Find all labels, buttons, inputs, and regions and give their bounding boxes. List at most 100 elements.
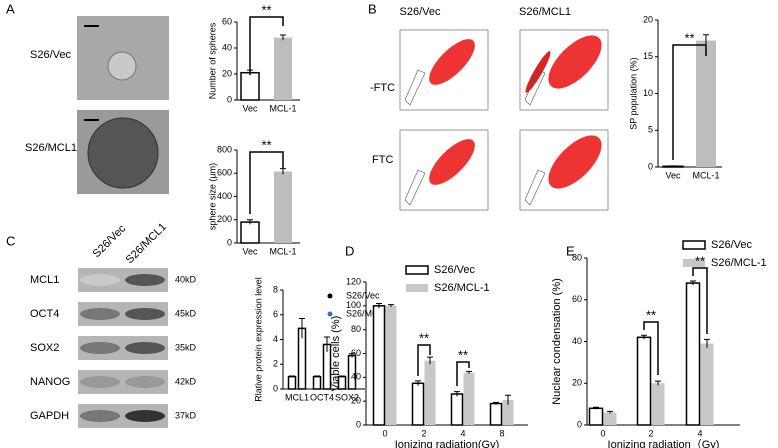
legend-swatch: [683, 259, 705, 267]
y-tick-label: 20: [572, 378, 582, 388]
x-axis-title: Ionizing radiation（Gy): [608, 438, 720, 448]
error-bar: [415, 380, 421, 386]
band: [125, 274, 165, 286]
x-tick-label: 0: [600, 428, 605, 438]
micrograph: [77, 16, 169, 100]
y-tick-label: 400: [217, 191, 232, 201]
error-bar: [349, 353, 355, 358]
y-tick-label: 60: [572, 294, 582, 304]
significance: **: [684, 30, 694, 45]
significance: **: [419, 330, 429, 345]
legend-label: S26/Vec: [434, 264, 475, 276]
y-tick-label: 120: [346, 276, 361, 286]
protein-label: NANOG: [30, 376, 70, 388]
error-bar: [690, 280, 696, 286]
band: [80, 342, 120, 354]
column-label: S26/MCL1: [124, 221, 169, 266]
x-tick-label: 4: [460, 428, 465, 438]
panel-label: B: [368, 1, 377, 16]
legend-label: S26/Vec: [346, 290, 380, 300]
column-label: S26/MCL1: [519, 6, 571, 18]
y-tick-label: 40: [351, 372, 361, 382]
bar: [385, 305, 397, 425]
bar: [411, 382, 425, 426]
y-tick-label: 40: [572, 336, 582, 346]
chart: 0 20 40 60 80 Nuclear condensation (%) Ionizin…: [551, 239, 767, 448]
legend-swatch: [327, 311, 333, 317]
x-axis-title: Ionizing radiation(Gy): [395, 439, 500, 448]
error-bar: [339, 375, 345, 378]
legend-swatch: [682, 240, 706, 250]
row-label: FTC: [372, 154, 393, 166]
y-tick-label: 6: [273, 309, 278, 319]
x-tick-label: 8: [499, 428, 504, 438]
chart: 0 20 40 60 Number of spheres Vec MCL-1 **: [207, 2, 300, 113]
y-tick-label: 600: [217, 168, 232, 178]
y-axis-title: Rlative protein expression level: [253, 277, 263, 402]
bar: [489, 402, 503, 426]
legend-swatch: [405, 265, 429, 275]
bar: [274, 171, 292, 243]
error-bar: [655, 380, 661, 386]
y-tick-label: 2: [273, 359, 278, 369]
y-tick-label: 0: [227, 237, 232, 247]
x-tick-label: MCL1: [285, 392, 309, 402]
y-axis-title: Nuclear condensation (%): [551, 278, 563, 405]
legend-label: S26/MCL1: [346, 308, 389, 318]
x-tick-label: Vec: [242, 103, 258, 113]
bar: [240, 221, 260, 244]
bar: [312, 375, 322, 390]
bar: [424, 360, 436, 425]
error-bar: [704, 338, 710, 348]
chart: 0 2 4 6 8 Rlative protein expression level MCL…: [253, 277, 388, 402]
band: [125, 410, 165, 422]
y-tick-label: 200: [217, 214, 232, 224]
bar: [685, 282, 701, 426]
error-bar: [493, 401, 499, 405]
error-bar: [593, 406, 599, 410]
y-tick-label: 80: [572, 252, 582, 262]
bar: [651, 383, 665, 425]
legend-label: S26/MCL-1: [434, 282, 490, 294]
error-bar: [289, 375, 295, 378]
y-tick-label: 15: [643, 51, 653, 61]
protein-label: OCT4: [30, 308, 59, 320]
x-tick-label: 2: [648, 428, 653, 438]
y-axis-title: Number of spheres: [207, 22, 217, 99]
legend-swatch: [406, 284, 428, 292]
y-tick-label: 0: [648, 161, 653, 171]
error-bar: [641, 334, 647, 340]
y-tick-label: 60: [351, 348, 361, 358]
bar: [696, 40, 716, 167]
western-blot: [78, 268, 168, 428]
significance: **: [261, 2, 271, 17]
x-tick-label: Vec: [242, 246, 258, 256]
error-bar: [314, 375, 320, 378]
protein-label: MCL1: [30, 274, 59, 286]
size-label: 35kD: [175, 342, 197, 352]
y-tick-label: 5: [648, 125, 653, 135]
x-tick-label: SOX2: [335, 392, 359, 402]
band: [125, 308, 165, 320]
band: [125, 342, 165, 354]
band: [80, 308, 120, 320]
y-axis-title: Viable cells (%): [330, 316, 342, 392]
error-bar: [388, 304, 394, 308]
error-bar: [466, 370, 472, 374]
protein-label: SOX2: [30, 342, 59, 354]
significance-bracket: [249, 16, 284, 75]
bar: [502, 399, 514, 425]
y-tick-label: 60: [222, 16, 232, 26]
y-tick-label: 800: [217, 144, 232, 154]
bar: [603, 412, 617, 425]
x-tick-label: 4: [697, 428, 702, 438]
size-label: 40kD: [175, 274, 197, 284]
significance-bracket: [456, 361, 470, 386]
bar: [287, 375, 297, 390]
column-label: S26/Vec: [400, 6, 441, 18]
y-tick-label: 0: [273, 383, 278, 393]
y-axis-title: sphere size (μm): [207, 163, 217, 230]
x-tick-label: Vec: [665, 170, 681, 180]
